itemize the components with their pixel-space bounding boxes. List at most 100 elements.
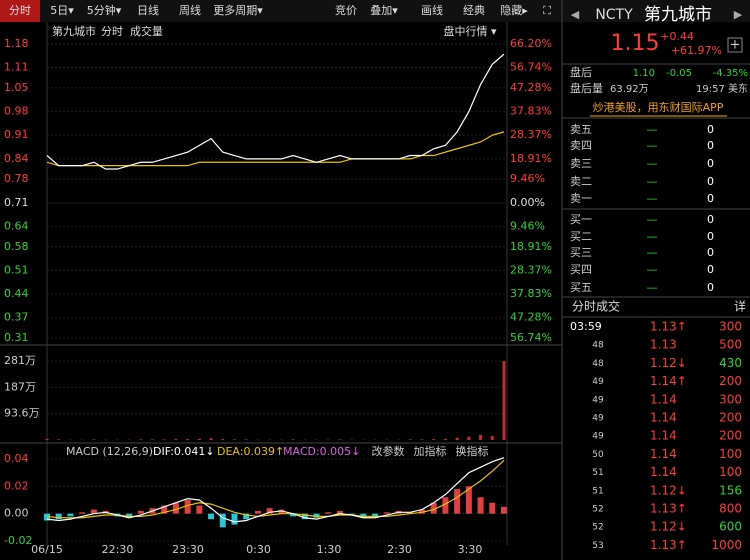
trade-time: 53 [592,541,603,551]
macd-bar [243,513,250,520]
macd-bar [313,513,320,518]
trade-time: 49 [592,395,604,405]
book-side: 卖一 [570,192,592,205]
volume-label: 281万 [4,354,36,367]
macd-bar [67,513,74,517]
volume-bar [408,439,412,440]
volume-bar [232,439,236,440]
symbol: NCTY [595,7,633,23]
pct-label: 47.28% [510,311,552,324]
macd-button[interactable]: 换指标 [456,444,489,458]
volume-bar [490,436,494,440]
volume-bar [467,436,471,440]
macd-bar [90,509,97,514]
macd-bar [383,512,390,514]
tool-button[interactable]: 隐藏▸ [500,4,528,17]
volume-bar [443,438,447,440]
volume-bar [420,439,424,440]
book-price: — [647,175,658,188]
macd-bar [430,502,437,514]
price-label: 1.11 [4,61,29,74]
trade-time: 49 [592,432,604,442]
add-button[interactable] [727,37,743,53]
macd-label: -0.02 [4,534,32,547]
macd-bar [501,506,507,514]
volume-bar [455,437,459,440]
prev-arrow[interactable]: ◀ [571,8,580,21]
trade-volume: 300 [719,320,742,334]
pct-label: 18.91% [510,240,552,253]
macd-bar [208,513,215,520]
trade-price: 1.12↓ [650,483,687,497]
name: 第九城市 [644,5,712,25]
trade-price: 1.14 [650,447,677,461]
trade-time: 51 [592,486,603,496]
volume-bar [150,439,154,440]
price-label: 0.78 [4,172,29,185]
trades-detail[interactable]: 详 [734,299,746,314]
trade-volume: 500 [719,338,742,352]
stock-name: 第九城市 [52,24,96,38]
time-label: 2:30 [387,543,412,556]
macd-label: 0.02 [4,479,29,492]
macd-bar [44,513,50,521]
time-label: 06/15 [31,543,63,556]
volume-bar [57,439,61,440]
pct-label: 47.28% [510,81,552,94]
trade-time: 03:59 [570,320,602,333]
trade-price: 1.12↓ [650,356,687,370]
macd-bar [418,509,425,514]
macd-bar [161,505,168,514]
tab[interactable]: 日线 [137,3,159,17]
book-volume: 0 [707,175,714,188]
volume-label: 187万 [4,380,36,393]
book-side: 卖三 [570,157,592,170]
price-label: 0.64 [4,219,29,232]
plus-icon[interactable]: + [730,38,741,53]
macd-bar [126,513,133,518]
promo-link[interactable]: 炒港美股，用东财国际APP [593,100,724,114]
trade-volume: 430 [719,356,742,370]
macd-button[interactable]: 加指标 [414,444,447,458]
tab[interactable]: 更多周期▾ [213,3,263,17]
price-label: 0.37 [4,311,29,324]
macd-header: MACD (12,26,9) [66,445,153,458]
trade-volume: 600 [719,520,742,534]
tab[interactable]: 周线 [179,3,201,17]
pct-label: 28.37% [510,128,552,141]
dif-line [46,457,505,523]
volume-bar [197,438,201,440]
book-volume: 0 [707,157,714,170]
trade-volume: 156 [719,483,742,497]
book-side: 卖二 [570,175,592,188]
tab[interactable]: 5日▾ [50,4,74,17]
book-side: 买一 [570,213,592,226]
tool-button[interactable]: 竞价 [335,3,357,17]
trade-volume: 200 [719,374,742,388]
tool-button[interactable]: 画线 [421,3,443,17]
tab[interactable]: 分时 [9,4,31,17]
book-side: 买二 [570,230,592,243]
tool-button[interactable]: 叠加▾ [370,4,398,17]
macd-button[interactable]: 改参数 [372,444,405,458]
macd-bar [489,502,496,514]
next-arrow[interactable]: ▶ [734,8,743,21]
trade-time: 48 [592,359,604,369]
book-volume: 0 [707,281,714,294]
volume-bar [338,439,342,440]
tool-button[interactable]: ⛶ [543,4,551,17]
macd-bar [55,513,62,520]
after-time: 19:57 美东 [696,82,748,95]
trade-price: 1.14 [650,465,677,479]
pct-label: 37.83% [510,287,552,300]
after-change: -0.05 [666,68,692,79]
time-label: 3:30 [458,543,483,556]
quote-menu[interactable]: 盘中行情 ▾ [443,24,496,38]
tab[interactable]: 5分钟▾ [87,3,122,17]
trade-price: 1.14 [650,429,677,443]
tool-button[interactable]: 经典 [463,3,485,17]
volume-bar [291,439,295,440]
time-label: 22:30 [102,543,134,556]
macd-bar [407,512,414,514]
macd-bar [196,505,203,514]
